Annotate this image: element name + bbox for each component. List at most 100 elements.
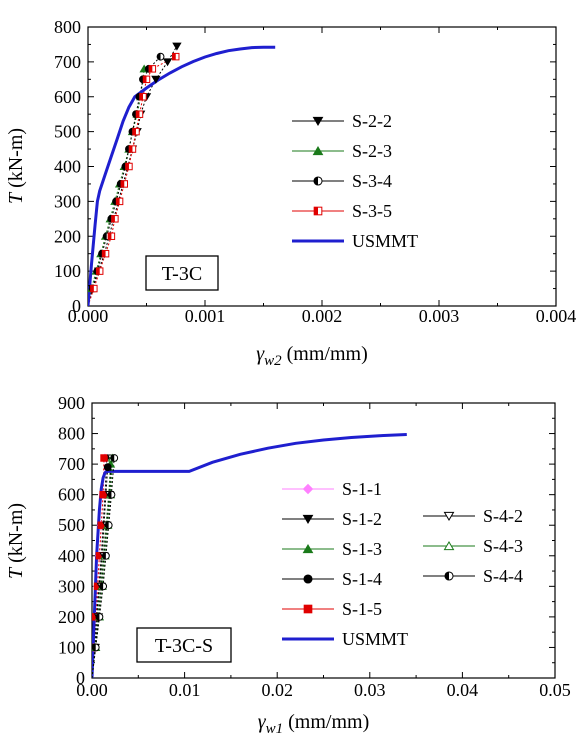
data-point: [172, 42, 182, 51]
x-tick-label: 0.00: [76, 680, 108, 700]
y-tick-label: 0: [76, 668, 85, 688]
y-tick-label: 500: [58, 515, 85, 535]
y-tick-label: 100: [58, 637, 85, 657]
legend-marker: [302, 483, 314, 495]
x-tick-label: 0.05: [539, 680, 571, 700]
legend-item-s-1-4: S-1-4: [282, 569, 382, 589]
specimen-label-frame: [145, 255, 219, 291]
series-points-s-4-4: [92, 454, 119, 652]
legend-label: S-1-3: [342, 539, 382, 559]
legend-label: S-2-2: [352, 111, 392, 131]
plot-area: [88, 42, 276, 306]
data-point: [162, 58, 173, 67]
x-axis-label-unit: (mm/mm): [282, 343, 368, 365]
y-tick-label: 200: [58, 607, 85, 627]
series-points-s-3-5: [90, 52, 180, 293]
y-tick-label: 300: [54, 191, 81, 211]
specimen-label-box: T-3C: [145, 255, 219, 291]
y-tick-label: 100: [54, 261, 81, 281]
legend-item-s-1-5: S-1-5: [282, 599, 382, 619]
legend-label: S-4-2: [483, 506, 523, 526]
legend-label: S-4-3: [483, 536, 523, 556]
legend-marker: [443, 511, 455, 522]
x-tick-label: 0.002: [302, 306, 343, 326]
legend-item-s-1-2: S-1-2: [282, 509, 382, 529]
legend-label: S-1-4: [342, 569, 382, 589]
y-tick-label: 600: [54, 87, 81, 107]
specimen-label: T-3C-S: [155, 635, 213, 657]
x-tick-label: 0.02: [261, 680, 293, 700]
x-axis-label: γw1 (mm/mm): [258, 711, 370, 737]
x-axis-label-unit: (mm/mm): [283, 711, 369, 733]
x-axis: 0.00 0.01 0.02 0.03 0.04 0.05: [76, 403, 571, 700]
legend: S-1-1 S-1-2 S-1-3 S-1-4 S-1-5 USMMT S-4-2 S-4-3…: [282, 479, 523, 649]
y-axis-label: T (kN-m): [5, 503, 27, 579]
series-usmmt: [88, 45, 276, 306]
x-tick-label: 0.004: [536, 306, 577, 326]
series-line: [88, 68, 145, 306]
data-point: [99, 490, 107, 499]
y-tick-label: 400: [58, 546, 85, 566]
y-axis: 0 100 200 300 400 500 600 700 800: [54, 17, 556, 316]
series-s-2-3: [88, 68, 145, 306]
legend-marker: [302, 543, 314, 554]
series-line: [88, 45, 276, 306]
y-tick-label: 600: [58, 485, 85, 505]
legend-item-usmmt: USMMT: [292, 231, 418, 251]
legend-item-s-1-1: S-1-1: [282, 479, 382, 499]
x-axis-label-symbol: γ: [256, 343, 265, 365]
series-line: [88, 56, 161, 306]
legend-label: USMMT: [342, 629, 408, 649]
y-tick-label: 900: [58, 393, 85, 413]
y-tick-label: 700: [58, 454, 85, 474]
x-tick-label: 0.03: [354, 680, 386, 700]
y-axis-label-symbol: T: [5, 566, 27, 579]
y-tick-label: 700: [54, 52, 81, 72]
legend-item-s-4-4: S-4-4: [423, 566, 523, 586]
legend: S-2-2 S-2-3 S-3-4 S-3-5 USMMT: [292, 111, 418, 251]
chart-torque-vs-gamma-w1: 0.00 0.01 0.02 0.03 0.04 0.05 0 100 200 300 400 500…: [5, 393, 571, 737]
y-tick-label: 300: [58, 576, 85, 596]
y-axis-label-unit: (kN-m): [5, 128, 27, 193]
data-point: [100, 454, 108, 462]
legend-marker: [303, 604, 313, 614]
specimen-label-box: T-3C-S: [136, 627, 232, 663]
y-tick-label: 400: [54, 157, 81, 177]
series-line: [92, 433, 407, 678]
x-tick-label: 0.01: [169, 680, 201, 700]
x-axis-label-subscript: w2: [264, 353, 282, 369]
legend-label: S-3-4: [352, 171, 392, 191]
data-point: [151, 75, 161, 84]
series-s-3-4: [88, 56, 161, 306]
legend-marker: [312, 116, 324, 127]
series-line: [88, 45, 178, 306]
series-s-2-2: [88, 45, 178, 306]
x-tick-label: 0.04: [447, 680, 479, 700]
x-axis-label-symbol: γ: [258, 711, 267, 733]
legend-item-s-1-3: S-1-3: [282, 539, 382, 559]
y-tick-label: 800: [58, 424, 85, 444]
x-axis-label-subscript: w1: [266, 721, 284, 737]
y-tick-label: 500: [54, 122, 81, 142]
legend-item-s-3-4: S-3-4: [292, 171, 392, 191]
y-tick-label: 0: [72, 296, 81, 316]
legend-label: S-2-3: [352, 141, 392, 161]
specimen-label-frame: [136, 627, 232, 663]
legend-marker: [303, 574, 313, 584]
legend-label: S-4-4: [483, 566, 523, 586]
y-axis: 0 100 200 300 400 500 600 700 800 900: [58, 393, 555, 688]
legend-label: S-1-5: [342, 599, 382, 619]
legend-item-s-4-2: S-4-2: [423, 506, 523, 526]
y-tick-label: 200: [54, 226, 81, 246]
plot-area: [92, 433, 407, 678]
data-point: [103, 463, 112, 472]
legend-marker: [443, 540, 455, 551]
legend-label: USMMT: [352, 231, 418, 251]
legend-item-s-2-2: S-2-2: [292, 111, 392, 131]
legend-item-s-2-3: S-2-3: [292, 141, 392, 161]
series-usmmt: [92, 433, 407, 678]
y-tick-label: 800: [54, 17, 81, 37]
x-axis-label: γw2 (mm/mm): [256, 343, 368, 369]
chart-torque-vs-gamma-w2: 0.000 0.001 0.002 0.003 0.004 0 100 200 300 400 50…: [5, 17, 576, 369]
